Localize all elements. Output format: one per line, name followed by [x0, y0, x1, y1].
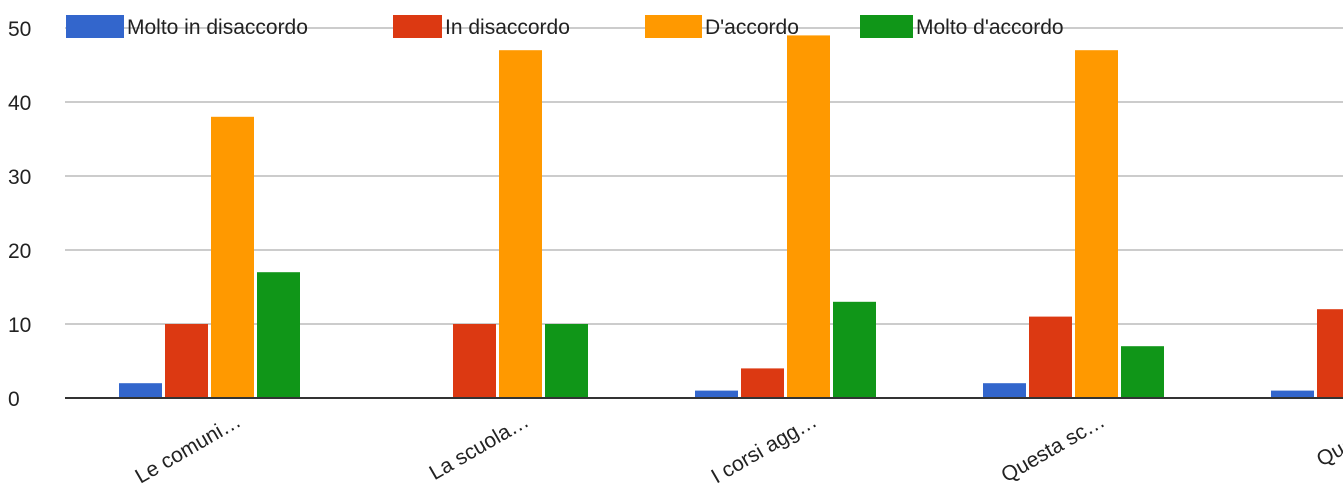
bar[interactable]: [499, 50, 542, 398]
y-axis-tick-labels: 0 10 20 30 40 50: [8, 18, 31, 411]
legend-swatch: [66, 15, 124, 38]
legend-item[interactable]: D'accordo: [645, 15, 799, 39]
bar[interactable]: [1121, 346, 1164, 398]
bar[interactable]: [453, 324, 496, 398]
bar[interactable]: [1075, 50, 1118, 398]
x-category-label: I corsi agg…: [707, 409, 821, 488]
y-tick-label: 0: [8, 388, 20, 411]
bar[interactable]: [695, 390, 738, 398]
legend-label: In disaccordo: [445, 16, 570, 39]
x-category-label: Questa s: [1313, 409, 1343, 471]
y-tick-label: 10: [8, 314, 31, 337]
bar[interactable]: [211, 116, 254, 399]
x-category-label: Questa sc…: [997, 409, 1109, 487]
legend-item[interactable]: Molto d'accordo: [860, 15, 1064, 39]
gridlines: [65, 27, 1343, 325]
y-tick-label: 20: [8, 240, 31, 263]
y-tick-label: 40: [8, 92, 31, 115]
bar[interactable]: [1271, 390, 1314, 398]
legend[interactable]: Molto in disaccordo In disaccordo D'accord…: [66, 15, 1064, 39]
bar[interactable]: [787, 35, 830, 399]
legend-item[interactable]: Molto in disaccordo: [66, 15, 308, 39]
legend-swatch: [645, 15, 702, 38]
legend-label: Molto d'accordo: [916, 16, 1064, 39]
bar[interactable]: [1029, 316, 1072, 398]
y-tick-label: 30: [8, 166, 31, 189]
bar[interactable]: [1317, 309, 1343, 398]
legend-label: D'accordo: [705, 16, 799, 39]
bar[interactable]: [833, 301, 876, 398]
bar[interactable]: [983, 383, 1026, 398]
x-category-label: La scuola…: [425, 409, 533, 484]
bar[interactable]: [119, 383, 162, 398]
bars: [119, 35, 1343, 399]
legend-swatch: [393, 15, 442, 38]
legend-item[interactable]: In disaccordo: [393, 15, 570, 39]
x-axis-category-labels: Le comuni… La scuola… I corsi agg… Questa s…: [131, 409, 1343, 488]
bar[interactable]: [545, 324, 588, 398]
bar[interactable]: [257, 272, 300, 398]
x-category-label: Le comuni…: [131, 409, 245, 488]
legend-swatch: [860, 15, 913, 38]
bar[interactable]: [741, 368, 784, 398]
bar[interactable]: [165, 324, 208, 398]
legend-label: Molto in disaccordo: [127, 16, 308, 39]
y-tick-label: 50: [8, 18, 31, 41]
